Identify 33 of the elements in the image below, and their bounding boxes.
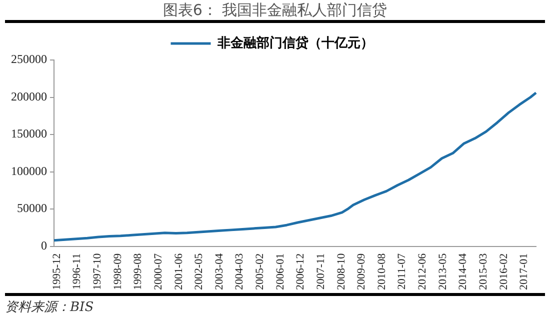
y-tick-label: 200000 [11, 89, 47, 104]
x-tick-label: 2004-03 [234, 252, 246, 290]
x-tick-label: 2009-09 [356, 252, 368, 290]
chart-title: 图表6： 我国非金融私人部门信贷 [5, 0, 545, 23]
legend-label: 非金融部门信贷（十亿元） [216, 34, 374, 51]
x-tick-label: 2014-04 [457, 252, 470, 290]
x-tick-label: 2000-07 [152, 252, 164, 290]
x-tick-label: 2006-12 [294, 253, 307, 290]
x-tick-label: 1998-09 [112, 252, 124, 290]
y-tick-label: 100000 [11, 164, 47, 178]
x-tick-label: 2012-06 [416, 252, 429, 290]
x-tick-label: 2002-05 [193, 252, 206, 290]
x-tick-label: 2013-05 [436, 252, 449, 290]
x-tick-label: 2006-01 [274, 253, 286, 290]
y-tick-label: 0 [41, 238, 47, 252]
x-tick-label: 2015-03 [477, 252, 490, 290]
x-tick-label: 2017-01 [518, 253, 530, 290]
x-tick-label: 1999-08 [132, 252, 144, 290]
x-tick-label: 2003-04 [213, 252, 226, 290]
x-tick-label: 1995-12 [50, 253, 63, 290]
x-tick-label: 2011-07 [396, 252, 408, 290]
x-tick-label: 2008-10 [335, 252, 348, 290]
x-tick-label: 1997-10 [92, 252, 104, 290]
x-tick-label: 1996-11 [71, 253, 84, 290]
x-tick-label: 2007-11 [314, 253, 327, 290]
y-tick-label: 250000 [11, 52, 47, 66]
x-tick-label: 2001-06 [172, 252, 185, 290]
x-tick-label: 2016-02 [498, 253, 510, 290]
y-tick-label: 50000 [17, 201, 47, 216]
x-tick-label: 2005-02 [254, 253, 266, 290]
y-tick-label: 150000 [11, 126, 47, 141]
text: 资料来源：BIS [5, 293, 545, 316]
x-tick-label: 2010-08 [376, 252, 388, 290]
